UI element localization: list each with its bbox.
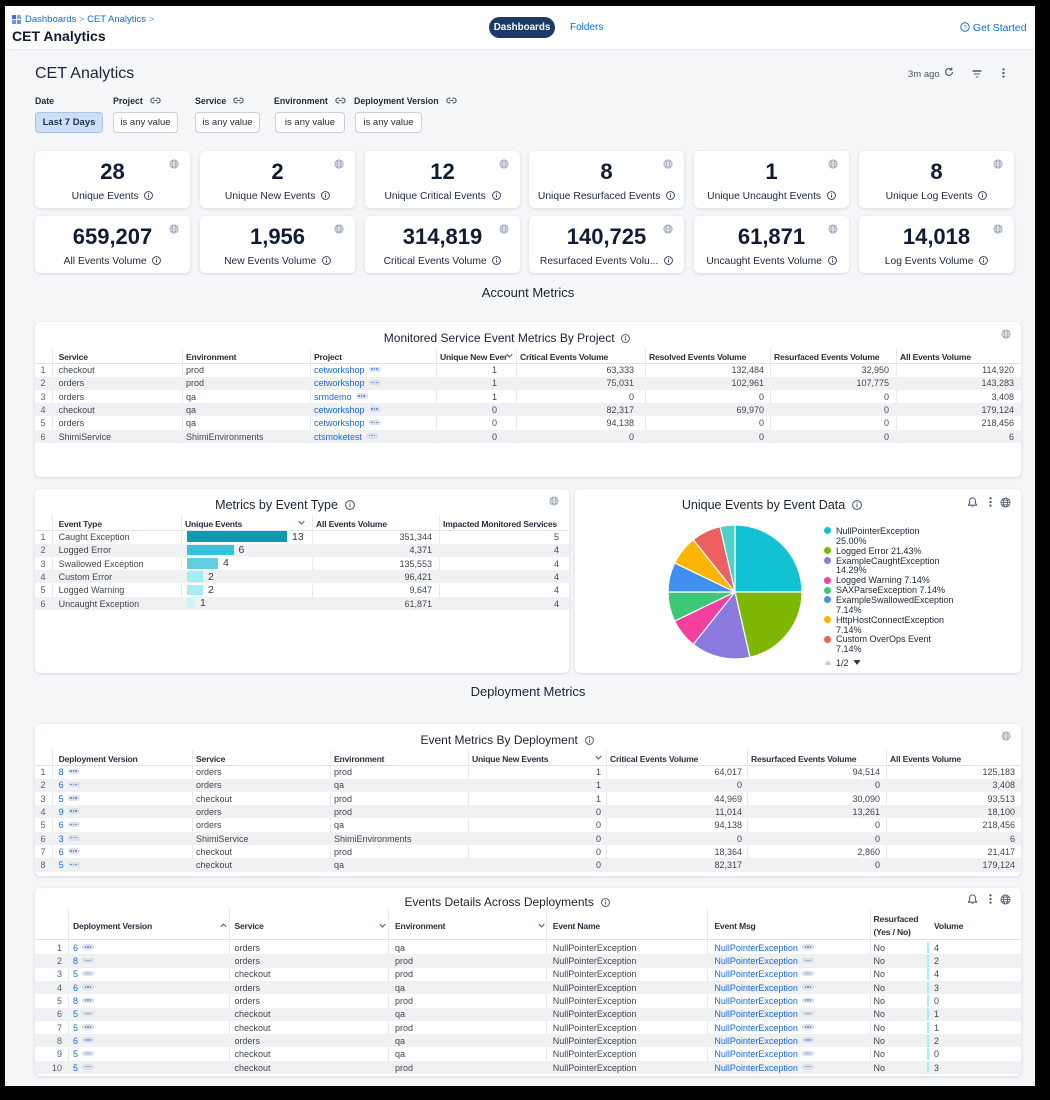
svg-text:?: ?	[963, 25, 966, 31]
